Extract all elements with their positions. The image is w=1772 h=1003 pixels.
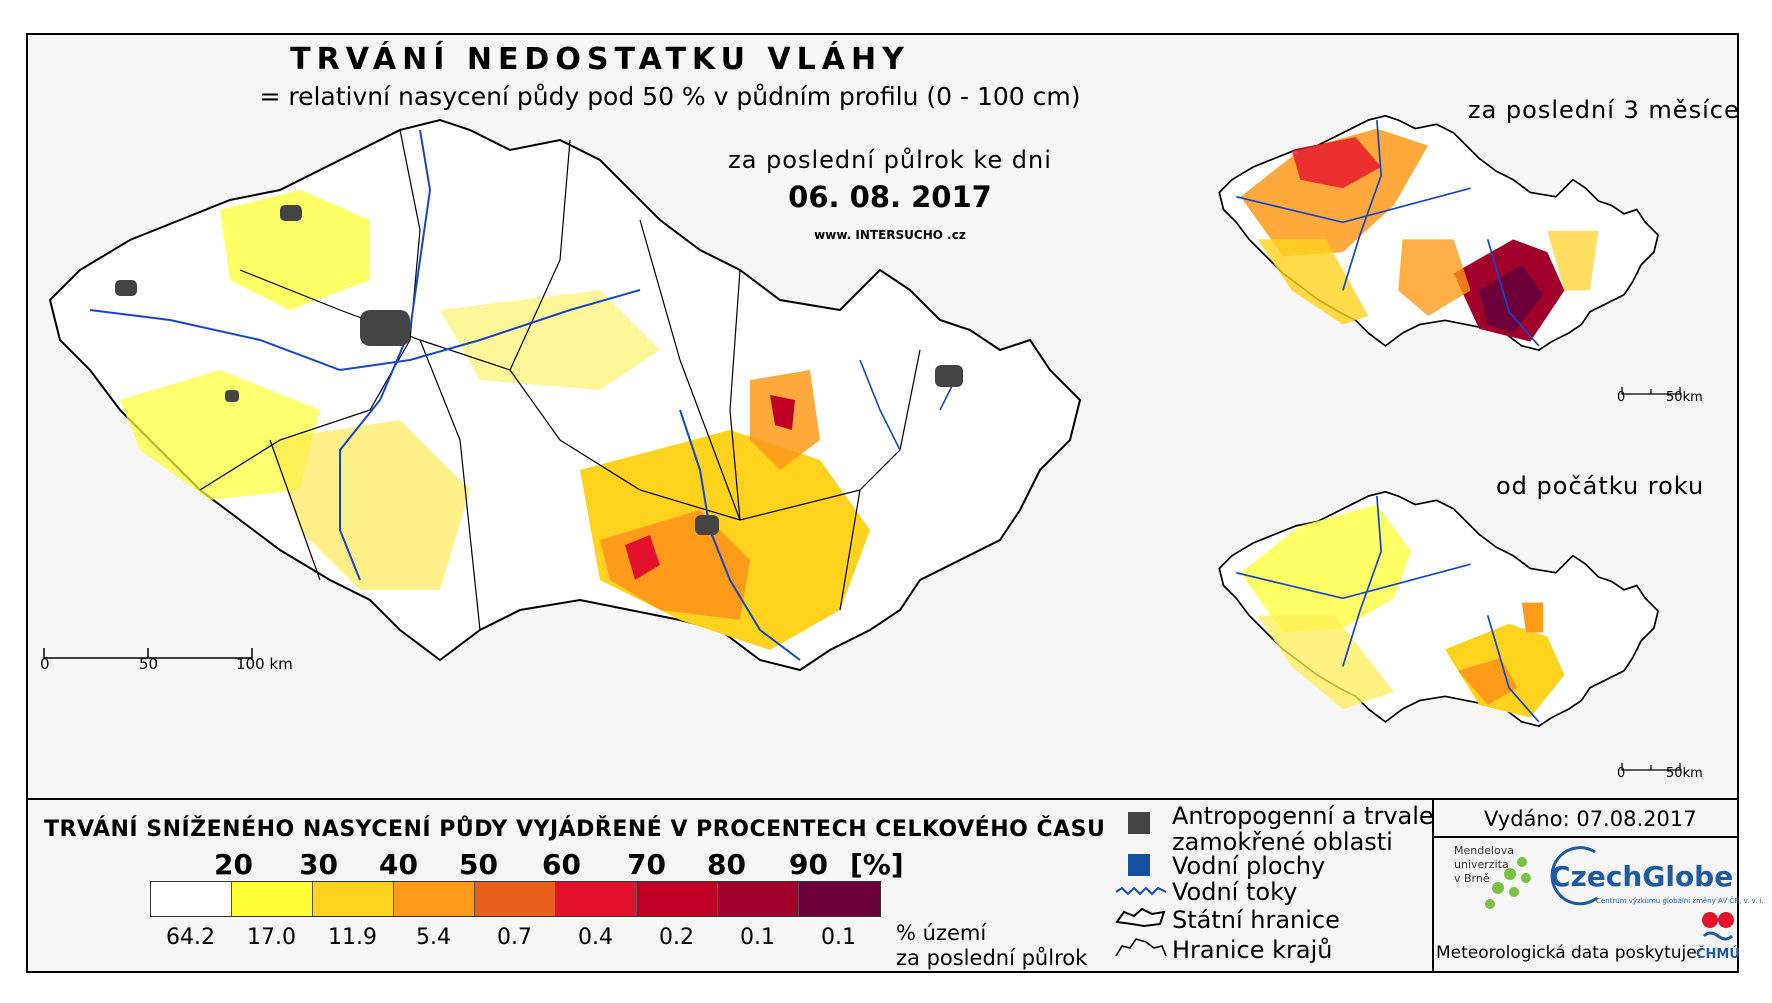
czechglobe-logo: CzechGlobe [1550, 860, 1734, 893]
legend-tick-unit: [%] [850, 848, 904, 881]
state-border-symbol [1115, 907, 1166, 928]
chmu-label: ČHMÚ [1696, 947, 1740, 962]
urban-area-brno [695, 515, 719, 535]
date-label: 06. 08. 2017 [788, 180, 992, 214]
key-anthropogenic-line1: Antropogenní a trvale [1172, 802, 1434, 830]
inset-year-scale-end: 50km [1666, 766, 1703, 781]
legend-swatch [556, 882, 637, 916]
legend-colorbar [150, 881, 881, 917]
issued-date: Vydáno: 07.08.2017 [1484, 807, 1697, 831]
chmu-logo-icon [1702, 912, 1734, 941]
footer-divider [1432, 836, 1739, 838]
legend-percentage: 0.4 [578, 925, 613, 950]
legend-swatch [232, 882, 313, 916]
inset-3months-map [1218, 114, 1660, 352]
inset-3months-scale-bar [1621, 387, 1681, 395]
inset-year-scale-zero: 0 [1617, 766, 1626, 781]
legend-percentage: 0.2 [659, 925, 694, 950]
river [89, 289, 641, 372]
key-water-bodies: Vodní plochy [1172, 852, 1326, 880]
main-scale-zero: 0 [40, 655, 50, 673]
inset-year-label: od počátku roku [1496, 472, 1705, 500]
key-anthropogenic-line2: zamokřené oblasti [1172, 828, 1393, 856]
legend-tick: 90 [789, 848, 828, 881]
main-map [48, 118, 1082, 672]
legend-swatch [718, 882, 799, 916]
inset-3months-scale-zero: 0 [1617, 390, 1626, 405]
urban-area [280, 205, 302, 221]
inset-3months-scale-end: 50km [1666, 390, 1703, 405]
urban-area [225, 390, 239, 402]
legend-percentage: 0.1 [821, 925, 856, 950]
drought-zone-60-70 [770, 395, 795, 430]
river [679, 409, 801, 661]
legend-swatch [151, 882, 232, 916]
legend-tick: 30 [299, 848, 338, 881]
legend-tick: 80 [707, 848, 746, 881]
key-rivers: Vodní toky [1172, 878, 1298, 906]
period-label: za poslední půlrok ke dni [728, 146, 1052, 174]
river-symbol [1115, 886, 1167, 896]
map-title: TRVÁNÍ NEDOSTATKU VLÁHY [290, 42, 910, 77]
legend-panel [26, 798, 1739, 973]
legend-percent-unit: % území za poslední půlrok [896, 921, 1087, 971]
legend-tick: 50 [459, 848, 498, 881]
mendel-university-logo: Mendelova univerzita v Brně [1454, 844, 1515, 885]
mendel-dots-icon [1485, 857, 1531, 909]
urban-area [115, 280, 137, 296]
legend-title: TRVÁNÍ SNÍŽENÉHO NASYCENÍ PŮDY VYJÁDŘENÉ… [44, 817, 1106, 842]
czechglobe-arc-icon [1550, 846, 1598, 906]
legend-percentage: 5.4 [416, 925, 451, 950]
legend-percentage: 17.0 [247, 925, 296, 950]
legend-tick: 20 [214, 848, 253, 881]
legend-divider [1432, 798, 1434, 973]
urban-area-ostrava [935, 365, 963, 387]
river [339, 129, 432, 581]
percent-unit-line1: % území [896, 921, 987, 945]
legend-swatch [313, 882, 394, 916]
main-scale-bar [43, 648, 253, 659]
legend-swatch [637, 882, 718, 916]
drought-zone-20-30 [270, 420, 470, 590]
map-subtitle: = relativní nasycení půdy pod 50 % v půd… [259, 82, 1081, 111]
legend-percentage: 64.2 [166, 925, 215, 950]
drought-zone-60-70 [625, 535, 660, 580]
legend-percentage: 0.1 [740, 925, 775, 950]
key-regional-border: Hranice krajů [1172, 936, 1333, 964]
legend-swatch [475, 882, 556, 916]
urban-area-prague [360, 310, 410, 346]
inset-year-map [1218, 490, 1660, 728]
legend-tick: 40 [379, 848, 418, 881]
legend-swatch [394, 882, 475, 916]
drought-zone-20-30 [120, 370, 320, 500]
anthropogenic-symbol [1128, 812, 1150, 834]
key-state-border: Státní hranice [1172, 906, 1340, 934]
inset-year-scale-bar [1621, 763, 1681, 771]
legend-tick: 60 [542, 848, 581, 881]
meteo-provider-label: Meteorologická data poskytuje: [1436, 943, 1703, 963]
water-body-symbol [1128, 854, 1150, 876]
regional-border-symbol [1115, 938, 1167, 957]
legend-swatch [799, 882, 880, 916]
inset-3months-label: za poslední 3 měsíce [1468, 96, 1740, 124]
percent-unit-line2: za poslední půlrok [896, 946, 1088, 970]
legend-tick: 70 [627, 848, 666, 881]
website-link[interactable]: www. INTERSUCHO .cz [814, 228, 966, 242]
czechglobe-subtitle: Centrum výzkumu globální změny AV ČR, v.… [1596, 897, 1764, 905]
legend-percentage: 11.9 [328, 925, 377, 950]
drought-zone-20-30 [220, 190, 370, 310]
main-scale-end: 100 km [236, 655, 293, 673]
main-scale-mid: 50 [139, 655, 159, 673]
legend-percentage: 0.7 [497, 925, 532, 950]
